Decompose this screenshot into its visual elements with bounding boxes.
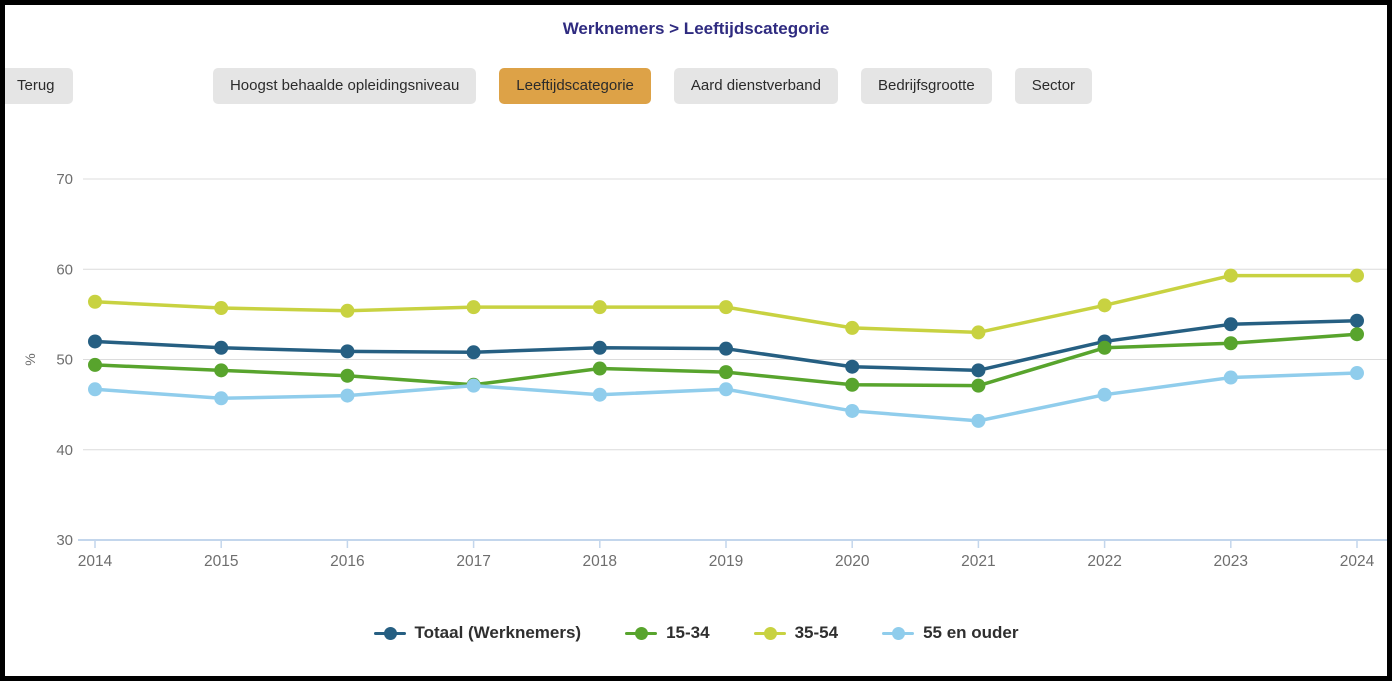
- x-tick-label: 2017: [456, 553, 490, 570]
- legend-item-35-54[interactable]: 35-54: [753, 623, 839, 643]
- y-tick-label: 40: [56, 442, 73, 459]
- data-point[interactable]: [340, 388, 355, 403]
- legend-marker-icon: [625, 626, 658, 640]
- y-tick-label: 70: [56, 171, 73, 188]
- data-point[interactable]: [1097, 340, 1112, 355]
- y-tick-label: 60: [56, 261, 73, 278]
- data-point[interactable]: [1223, 317, 1238, 332]
- data-point[interactable]: [845, 377, 860, 392]
- x-tick-label: 2014: [78, 553, 113, 570]
- data-point[interactable]: [214, 363, 229, 378]
- data-point[interactable]: [1350, 268, 1364, 283]
- data-point[interactable]: [845, 359, 860, 374]
- x-tick-label: 2020: [835, 553, 870, 570]
- x-tick-label: 2023: [1214, 553, 1248, 570]
- legend-label: 55 en ouder: [923, 623, 1019, 642]
- data-point[interactable]: [88, 294, 102, 309]
- data-point[interactable]: [466, 345, 481, 360]
- data-point[interactable]: [845, 403, 860, 418]
- legend-label: Totaal (Werknemers): [414, 623, 582, 642]
- data-point[interactable]: [971, 363, 986, 378]
- data-point[interactable]: [1097, 298, 1112, 313]
- x-tick-label: 2015: [204, 553, 238, 570]
- legend-marker-icon: [882, 626, 915, 640]
- data-point[interactable]: [1223, 268, 1238, 283]
- legend-item-15-34[interactable]: 15-34: [625, 623, 710, 643]
- data-point[interactable]: [88, 357, 102, 372]
- data-point[interactable]: [1223, 370, 1238, 385]
- legend-marker-icon: [373, 626, 406, 640]
- filter-button-row: Hoogst behaalde opleidingsniveau Leeftijd…: [5, 68, 1387, 104]
- back-button[interactable]: Terug: [5, 68, 73, 104]
- breadcrumb: Werknemers > Leeftijdscategorie: [562, 19, 830, 38]
- data-point[interactable]: [88, 382, 102, 397]
- filter-button-hoogst-behaalde-opleidingsniveau[interactable]: Hoogst behaalde opleidingsniveau: [212, 68, 477, 104]
- data-point[interactable]: [971, 325, 986, 340]
- x-tick-label: 2019: [709, 553, 743, 570]
- y-tick-label: 30: [56, 532, 73, 549]
- filter-button-bedrijfsgrootte[interactable]: Bedrijfsgrootte: [860, 68, 992, 104]
- data-point[interactable]: [719, 365, 733, 380]
- legend-label: 35-54: [794, 623, 839, 642]
- filter-button-sector[interactable]: Sector: [1014, 68, 1093, 104]
- data-point[interactable]: [971, 413, 986, 428]
- data-point[interactable]: [719, 341, 733, 356]
- x-tick-label: 2024: [1340, 553, 1375, 570]
- legend-item-55-en-ouder[interactable]: 55 en ouder: [882, 623, 1018, 643]
- y-axis-label: %: [22, 353, 38, 365]
- data-point[interactable]: [592, 340, 607, 355]
- x-tick-label: 2021: [961, 553, 995, 570]
- series-line: [94, 371, 1358, 423]
- data-point[interactable]: [340, 344, 355, 359]
- data-point[interactable]: [214, 340, 229, 355]
- legend-item-totaal-werknemers-[interactable]: Totaal (Werknemers): [373, 623, 582, 643]
- data-point[interactable]: [971, 378, 986, 393]
- data-point[interactable]: [1350, 313, 1364, 328]
- chart-area: 30 40 50 60 70% 2014 2015 2016 2017 2018 2019 2020 2…: [5, 145, 1387, 595]
- legend-label: 15-34: [666, 623, 710, 642]
- data-point[interactable]: [592, 361, 607, 376]
- x-tick-label: 2022: [1087, 553, 1121, 570]
- line-chart: 30 40 50 60 70% 2014 2015 2016 2017 2018 2019 2020 2…: [22, 171, 1387, 570]
- data-point[interactable]: [466, 300, 481, 315]
- data-point[interactable]: [1350, 366, 1364, 381]
- data-point[interactable]: [340, 368, 355, 383]
- data-point[interactable]: [592, 387, 607, 402]
- data-point[interactable]: [719, 300, 733, 315]
- y-tick-label: 50: [56, 352, 73, 369]
- data-point[interactable]: [1223, 336, 1238, 351]
- chart-legend: Totaal (Werknemers) 15-34 35-54 55 en ouder: [5, 623, 1387, 643]
- data-point[interactable]: [1097, 387, 1112, 402]
- data-point[interactable]: [719, 382, 733, 397]
- data-point[interactable]: [845, 320, 860, 335]
- data-point[interactable]: [214, 391, 229, 406]
- legend-marker-icon: [753, 626, 786, 640]
- filter-button-leeftijdscategorie[interactable]: Leeftijdscategorie: [499, 68, 651, 104]
- x-tick-label: 2018: [583, 553, 617, 570]
- data-point[interactable]: [466, 378, 481, 393]
- data-point[interactable]: [340, 303, 355, 318]
- data-point[interactable]: [1350, 327, 1364, 342]
- x-tick-label: 2016: [330, 553, 364, 570]
- filter-button-aard-dienstverband[interactable]: Aard dienstverband: [673, 68, 838, 104]
- data-point[interactable]: [88, 334, 102, 349]
- data-point[interactable]: [592, 300, 607, 315]
- data-point[interactable]: [214, 301, 229, 316]
